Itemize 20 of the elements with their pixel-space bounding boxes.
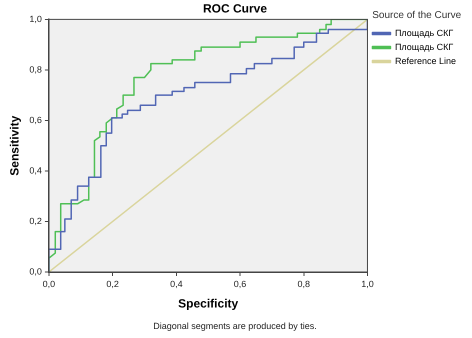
y-tick-label: 0,6 [29,114,42,125]
text: Diagonal segments are produced by ties. [153,321,317,332]
y-tick-label: 0,2 [29,216,42,226]
y-tick-label: 0,4 [29,165,42,176]
x-tick-label: 0,0 [42,278,56,289]
y-tick-label: 0,8 [29,64,42,74]
legend-title: Source of the Curve [372,10,462,21]
x-tick-label: 0,6 [234,278,246,289]
legend-label: Площадь СКГ [394,28,454,38]
x-tick-label: 0,4 [170,278,183,289]
chart-title: ROC Curve [202,2,268,16]
x-tick-label: 0,2 [106,278,119,289]
y-tick-label: 0,0 [29,266,42,276]
x-axis-title: Specificity [178,296,239,310]
legend-label: Reference Line [394,56,456,66]
x-tick-label: 0,8 [297,278,310,289]
legend-label: Площадь СКГ [394,42,454,52]
x-tick-label: 1,0 [361,278,374,289]
y-axis-title: Sensitivity [8,115,22,176]
y-tick-label: 1,0 [29,14,42,24]
